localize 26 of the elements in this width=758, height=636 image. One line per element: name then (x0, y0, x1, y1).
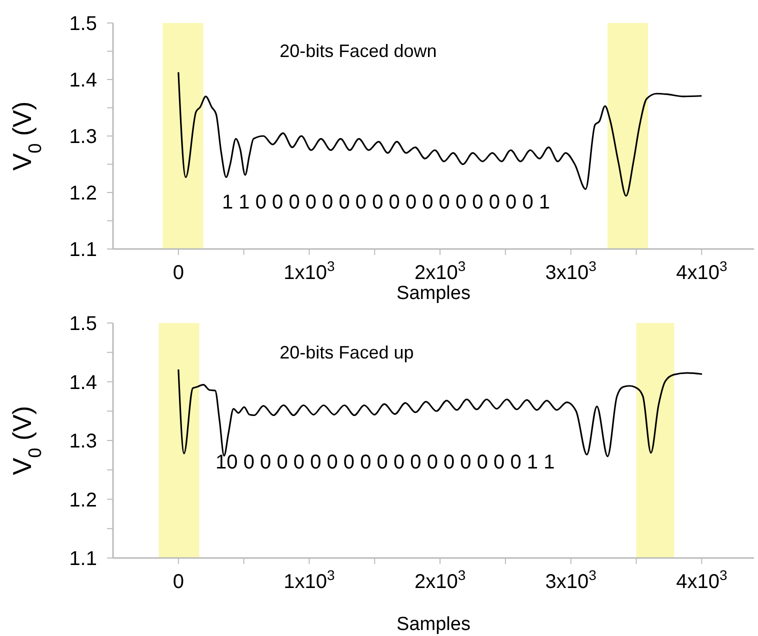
x-tick-label: 2x10$^{3}$ (414, 567, 466, 593)
annotation: 20-bits Faced up (280, 342, 414, 362)
y-tick-label: 1.1 (69, 239, 97, 261)
annotation: 20-bits Faced down (280, 40, 437, 61)
x-tick-label: 4x10$^{3}$ (676, 258, 728, 284)
x-tick-label: 0 (172, 262, 184, 284)
x-tick-label: 2x10$^{3}$ (414, 258, 466, 284)
x-tick-label: 3x10$^{3}$ (545, 258, 597, 284)
annotation: 10 0 0 0 0 0 0 0 0 0 0 0 0 0 0 0 0 0 1 1 (216, 452, 555, 474)
x-tick-label: 0 (172, 571, 184, 593)
y-tick-label: 1.1 (69, 548, 97, 570)
x-tick-label: 1x10$^{3}$ (284, 567, 336, 593)
y-tick-label: 1.4 (69, 372, 97, 394)
y-tick-label: 1.2 (69, 489, 97, 512)
y-tick-label: 1.5 (69, 313, 97, 335)
annotation: 1 1 0 0 0 0 0 0 0 0 0 0 0 0 0 0 0 0 0 1 (222, 191, 550, 214)
x-axis-title: Samples (396, 283, 470, 304)
y-tick-label: 1.4 (69, 70, 97, 92)
x-tick-label: 4x10$^{3}$ (676, 567, 728, 593)
y-tick-label: 1.3 (69, 430, 97, 452)
y-tick-label: 1.5 (69, 13, 97, 35)
y-tick-label: 1.2 (69, 182, 97, 204)
y-tick-label: 1.3 (69, 126, 97, 148)
x-axis-title: Samples (396, 614, 470, 635)
x-tick-label: 3x10$^{3}$ (545, 567, 597, 593)
x-tick-label: 1x10$^{3}$ (284, 258, 336, 284)
